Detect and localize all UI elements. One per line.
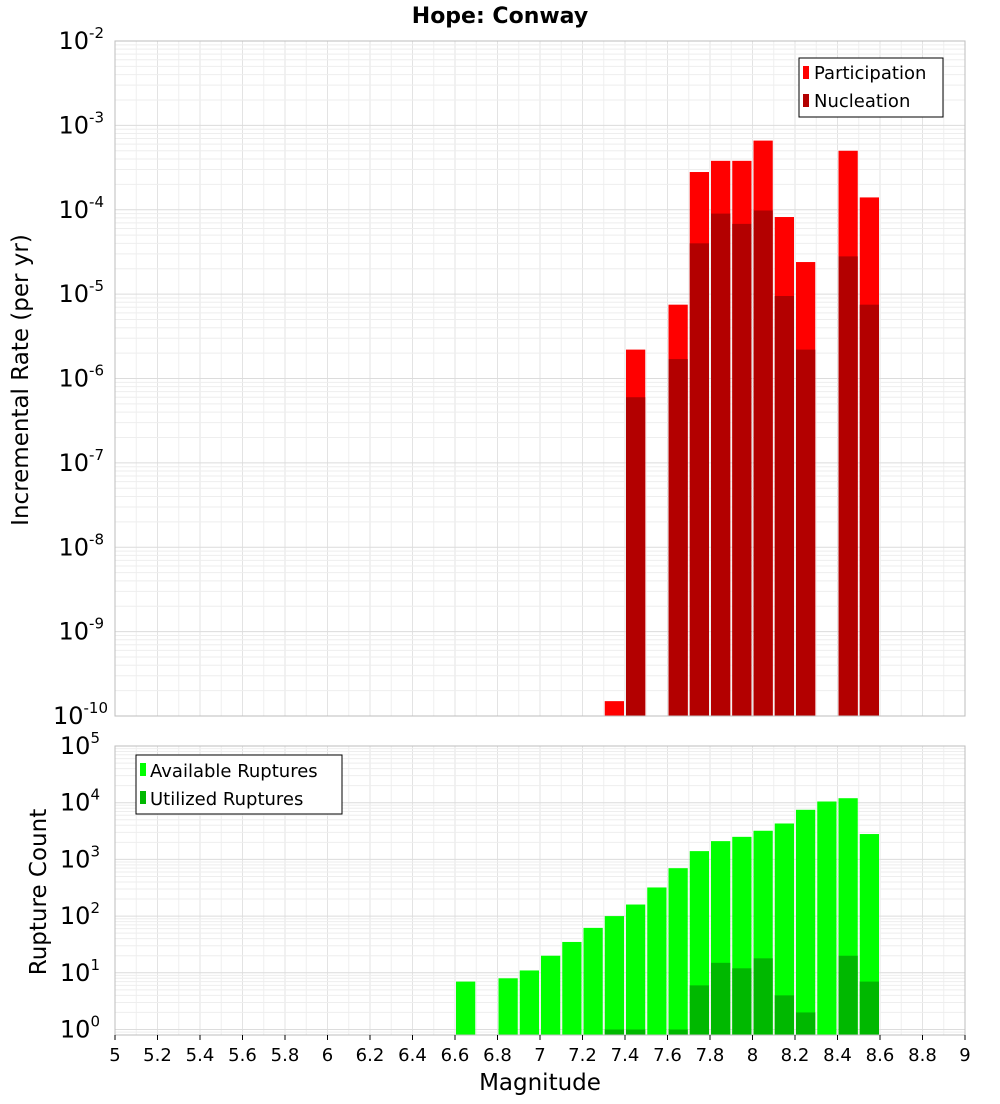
rate-y-tick-label: 10-8: [58, 530, 104, 561]
utilized-ruptures-bar: [626, 1029, 646, 1035]
x-tick-label: 8.4: [823, 1045, 852, 1066]
available-ruptures-bar: [796, 809, 816, 1035]
participation-legend-label: Participation: [814, 63, 926, 84]
rate-y-tick-label: 10-2: [58, 24, 104, 55]
nucleation-bar: [753, 210, 773, 716]
rate-bars: [604, 140, 879, 717]
utilized-ruptures-bar: [859, 981, 879, 1035]
chart-title: Hope: Conway: [412, 4, 588, 29]
utilized-ruptures-bar: [753, 958, 773, 1035]
rate-y-tick-label: 10-6: [58, 362, 104, 393]
x-tick-label: 5.2: [143, 1045, 172, 1066]
nucleation-bar: [859, 304, 879, 716]
x-tick-label: 8.2: [781, 1045, 810, 1066]
x-tick-label: 7.8: [696, 1045, 725, 1066]
rate-plot-border: [114, 40, 966, 717]
available-ruptures-bar: [519, 970, 539, 1035]
rupture-y-axis-label: Rupture Count: [26, 809, 52, 975]
x-tick-label: 8: [747, 1045, 758, 1066]
nucleation-bar: [796, 349, 816, 716]
rupture-legend-box: [135, 754, 343, 815]
rate-y-axis-label: Incremental Rate (per yr): [8, 234, 34, 526]
rupture-count-chart: 100 101 102 103 104 105 5 5.2 5.4 5.6 5.8 6 6.2 6.4 6…: [26, 729, 971, 1096]
nucleation-swatch: [803, 94, 809, 107]
available-swatch: [140, 763, 146, 776]
x-axis-label: Magnitude: [479, 1070, 601, 1096]
rate-y-tick-label: 10-4: [58, 193, 104, 224]
x-tick-label: 5.6: [228, 1045, 257, 1066]
nucleation-bar: [774, 296, 794, 716]
available-ruptures-bar: [817, 801, 837, 1035]
nucleation-legend-label: Nucleation: [814, 91, 910, 112]
available-ruptures-bar: [668, 868, 688, 1035]
utilized-ruptures-bar: [732, 968, 752, 1035]
x-tick-label: 6: [322, 1045, 333, 1066]
rupture-y-tick-label: 101: [60, 956, 100, 987]
available-ruptures-bar: [498, 978, 518, 1035]
x-tick-label: 8.6: [866, 1045, 895, 1066]
utilized-ruptures-bar: [774, 995, 794, 1035]
nucleation-bar: [838, 256, 858, 716]
x-tick-label: 6.8: [483, 1045, 512, 1066]
x-tick-label: 5.4: [186, 1045, 215, 1066]
participation-swatch: [803, 66, 809, 79]
rupture-legend: Available Ruptures Utilized Ruptures: [135, 754, 343, 815]
available-ruptures-bar: [626, 904, 646, 1035]
utilized-ruptures-bar: [711, 962, 731, 1035]
x-tick-label: 9: [959, 1045, 970, 1066]
rupture-y-tick-label: 105: [60, 729, 100, 760]
nucleation-bar: [732, 223, 752, 716]
rate-legend: Participation Nucleation: [798, 57, 944, 118]
utilized-ruptures-bar: [838, 955, 858, 1035]
rate-y-tick-label: 10-7: [58, 446, 104, 477]
x-tick-label: 6.2: [356, 1045, 385, 1066]
utilized-swatch: [140, 791, 146, 804]
rupture-y-tick-label: 100: [60, 1013, 100, 1044]
x-tick-label: 7.2: [568, 1045, 597, 1066]
rate-y-tick-label: 10-5: [58, 277, 104, 308]
rate-grid: [114, 40, 966, 717]
x-tick-label: 7.6: [653, 1045, 682, 1066]
rupture-bars: [456, 798, 879, 1035]
rupture-y-ticks: 100 101 102 103 104 105: [60, 729, 100, 1044]
participation-bar: [604, 701, 624, 716]
x-tick-label: 6.4: [398, 1045, 427, 1066]
available-ruptures-bar: [774, 823, 794, 1035]
nucleation-bar: [668, 359, 688, 716]
utilized-legend-label: Utilized Ruptures: [150, 789, 303, 810]
rupture-y-tick-label: 102: [60, 899, 100, 930]
rupture-y-tick-label: 104: [60, 786, 100, 817]
nucleation-bar: [711, 213, 731, 717]
x-tick-label: 8.8: [908, 1045, 937, 1066]
available-ruptures-bar: [604, 916, 624, 1035]
nucleation-bar: [689, 243, 709, 717]
x-tick-label: 5.8: [271, 1045, 300, 1066]
utilized-ruptures-bar: [689, 985, 709, 1035]
rate-chart: 10-10 10-9 10-8 10-7 10-6 10-5 10-4 10-3 10-2 Ho…: [8, 4, 966, 730]
utilized-ruptures-bar: [604, 1029, 624, 1035]
rupture-y-tick-label: 103: [60, 842, 100, 873]
x-tick-label: 6.6: [441, 1045, 470, 1066]
available-ruptures-bar: [583, 927, 603, 1035]
rate-y-ticks: 10-10 10-9 10-8 10-7 10-6 10-5 10-4 10-3 10-2: [53, 24, 108, 730]
rate-y-tick-label: 10-10: [53, 699, 108, 730]
available-ruptures-bar: [456, 981, 476, 1035]
available-legend-label: Available Ruptures: [150, 761, 318, 782]
rate-y-tick-label: 10-3: [58, 108, 104, 139]
available-ruptures-bar: [647, 887, 667, 1035]
available-ruptures-bar: [562, 941, 582, 1035]
available-ruptures-bar: [541, 955, 561, 1035]
nucleation-bar: [626, 397, 646, 716]
utilized-ruptures-bar: [796, 1012, 816, 1035]
x-tick-label: 7: [534, 1045, 545, 1066]
magnitude-x-ticks: 5 5.2 5.4 5.6 5.8 6 6.2 6.4 6.6 6.8 7 7.2 7.4 7.6 7.8 8…: [109, 1035, 971, 1066]
x-tick-label: 5: [109, 1045, 120, 1066]
x-tick-label: 7.4: [611, 1045, 640, 1066]
utilized-ruptures-bar: [668, 1029, 688, 1035]
rate-y-tick-label: 10-9: [58, 615, 104, 646]
rate-legend-box: [798, 57, 944, 118]
